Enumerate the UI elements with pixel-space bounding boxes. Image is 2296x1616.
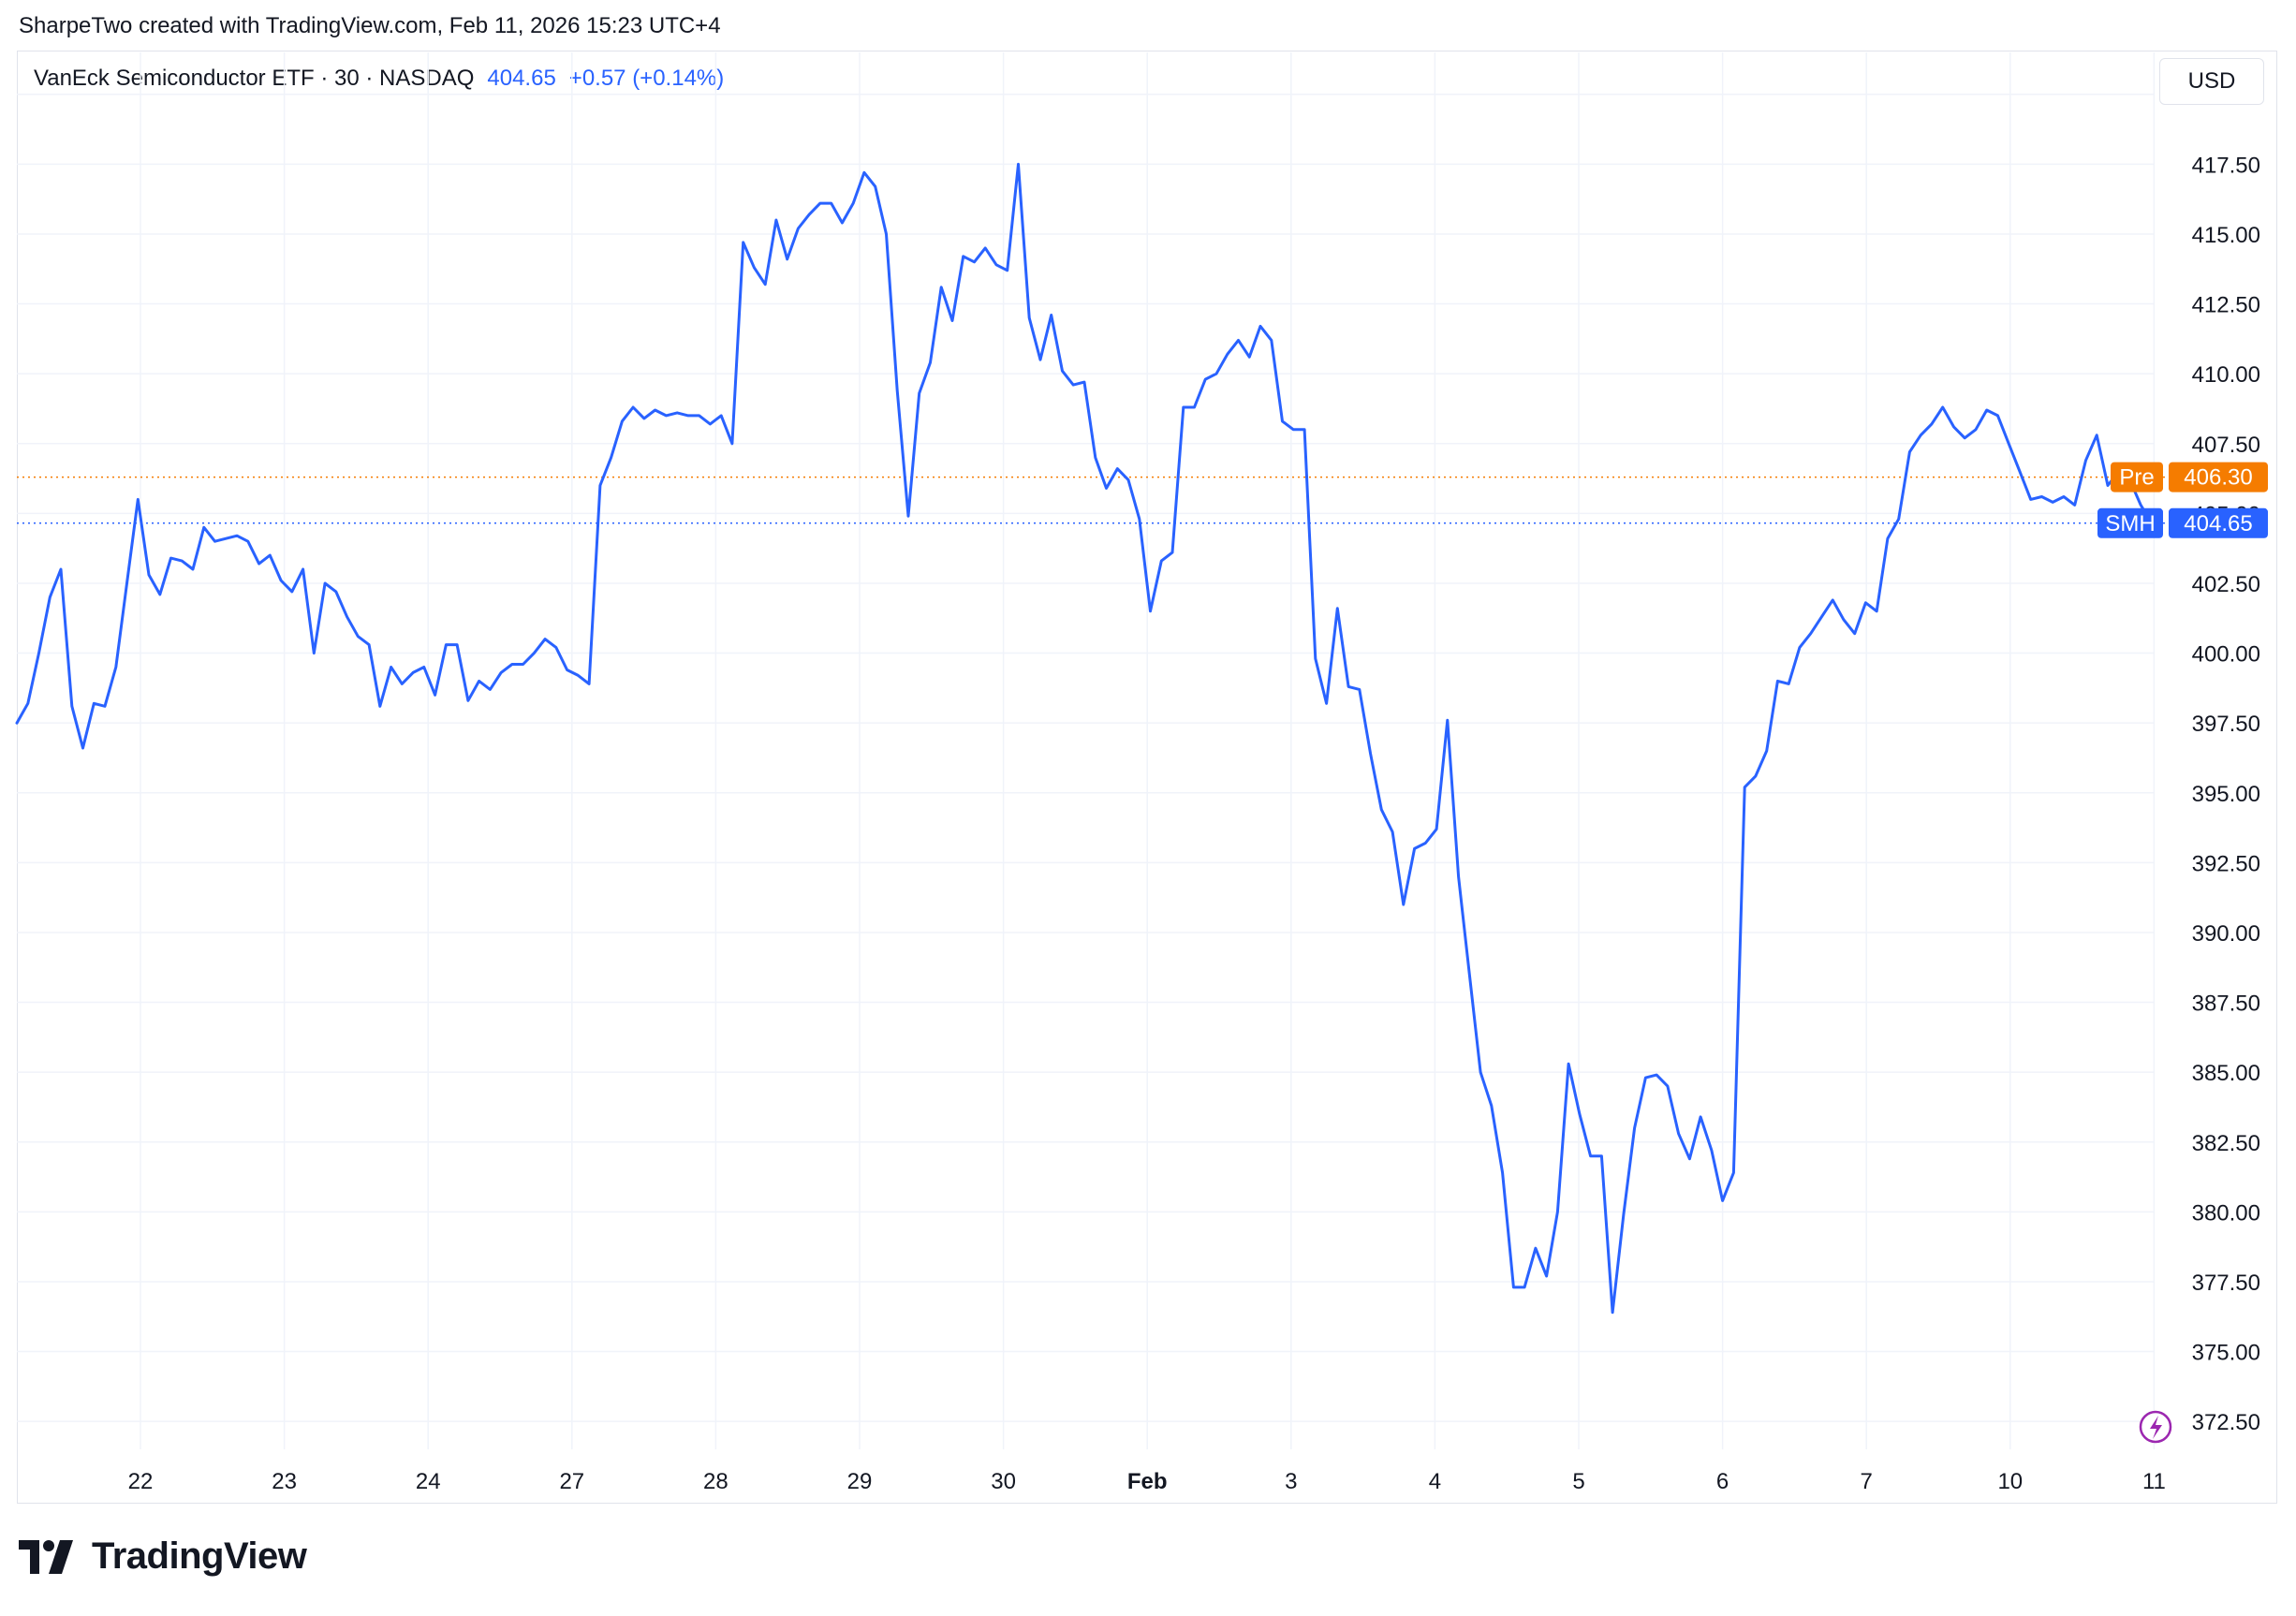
x-tick-label: Feb: [1127, 1469, 1168, 1494]
price-series-line: [15, 162, 2154, 1315]
y-tick-label: 380.00: [2192, 1200, 2260, 1226]
grid-lines: [17, 52, 2156, 1449]
y-tick-label: 390.00: [2192, 921, 2260, 947]
y-tick-label: 415.00: [2192, 223, 2260, 248]
x-tick-label: 11: [2142, 1469, 2166, 1494]
legend-change: +0.57 (+0.14%): [568, 66, 725, 91]
y-tick-label: 385.00: [2192, 1061, 2260, 1086]
x-tick-label: 27: [559, 1469, 584, 1494]
currency-selector[interactable]: USD: [2159, 58, 2264, 105]
x-tick-label: 29: [847, 1469, 873, 1494]
symbol-tag-value: 404.65: [2184, 511, 2252, 536]
logo-wordmark: TradingView: [92, 1535, 307, 1577]
x-tick-label: 7: [1861, 1469, 1873, 1494]
price-axis[interactable]: 420.00417.50415.00412.50410.00407.50405.…: [2192, 83, 2260, 1435]
y-tick-label: 397.50: [2192, 712, 2260, 737]
chart-credit: SharpeTwo created with TradingView.com, …: [19, 13, 721, 38]
lightning-icon[interactable]: [2139, 1410, 2172, 1444]
x-tick-label: 30: [991, 1469, 1016, 1494]
x-tick-label: 6: [1716, 1469, 1729, 1494]
y-tick-label: 382.50: [2192, 1131, 2260, 1156]
chart-frame: [17, 51, 2277, 1504]
x-tick-label: 28: [703, 1469, 729, 1494]
y-tick-label: 417.50: [2192, 153, 2260, 178]
y-tick-label: 387.50: [2192, 992, 2260, 1017]
y-tick-label: 375.00: [2192, 1341, 2260, 1366]
x-tick-label: 5: [1572, 1469, 1584, 1494]
y-tick-label: 377.50: [2192, 1271, 2260, 1296]
price-reference-lines: [17, 476, 2169, 524]
x-tick-label: 22: [128, 1469, 154, 1494]
pre-tag-label: Pre: [2119, 465, 2154, 491]
pre-tag-value: 406.30: [2184, 465, 2252, 491]
chart-legend[interactable]: VanEck Semiconductor ETF · 30 · NASDAQ 4…: [34, 66, 724, 92]
x-tick-label: 4: [1429, 1469, 1441, 1494]
tradingview-logo[interactable]: TradingView: [19, 1535, 307, 1578]
y-tick-label: 407.50: [2192, 433, 2260, 458]
y-tick-label: 372.50: [2192, 1410, 2260, 1435]
last-price-tag: SMH 404.65: [2097, 507, 2268, 538]
y-tick-label: 400.00: [2192, 642, 2260, 668]
y-tick-label: 402.50: [2192, 572, 2260, 597]
x-tick-label: 24: [416, 1469, 441, 1494]
y-tick-label: 395.00: [2192, 782, 2260, 807]
y-tick-label: 392.50: [2192, 851, 2260, 876]
x-tick-label: 23: [272, 1469, 297, 1494]
time-axis[interactable]: 22 23 24 27 28 29 30 Feb 3 4 5 6 7 10 11: [128, 1469, 2166, 1494]
symbol-tag-label: SMH: [2105, 511, 2155, 536]
y-tick-label: 410.00: [2192, 362, 2260, 388]
x-tick-label: 10: [1997, 1469, 2023, 1494]
legend-last-price: 404.65: [487, 66, 556, 91]
x-tick-label: 3: [1285, 1469, 1297, 1494]
tradingview-logo-icon: [19, 1539, 73, 1574]
y-tick-label: 412.50: [2192, 293, 2260, 318]
pre-market-tag: Pre 406.30: [2111, 462, 2268, 492]
legend-symbol[interactable]: VanEck Semiconductor ETF · 30 · NASDAQ: [34, 66, 475, 91]
